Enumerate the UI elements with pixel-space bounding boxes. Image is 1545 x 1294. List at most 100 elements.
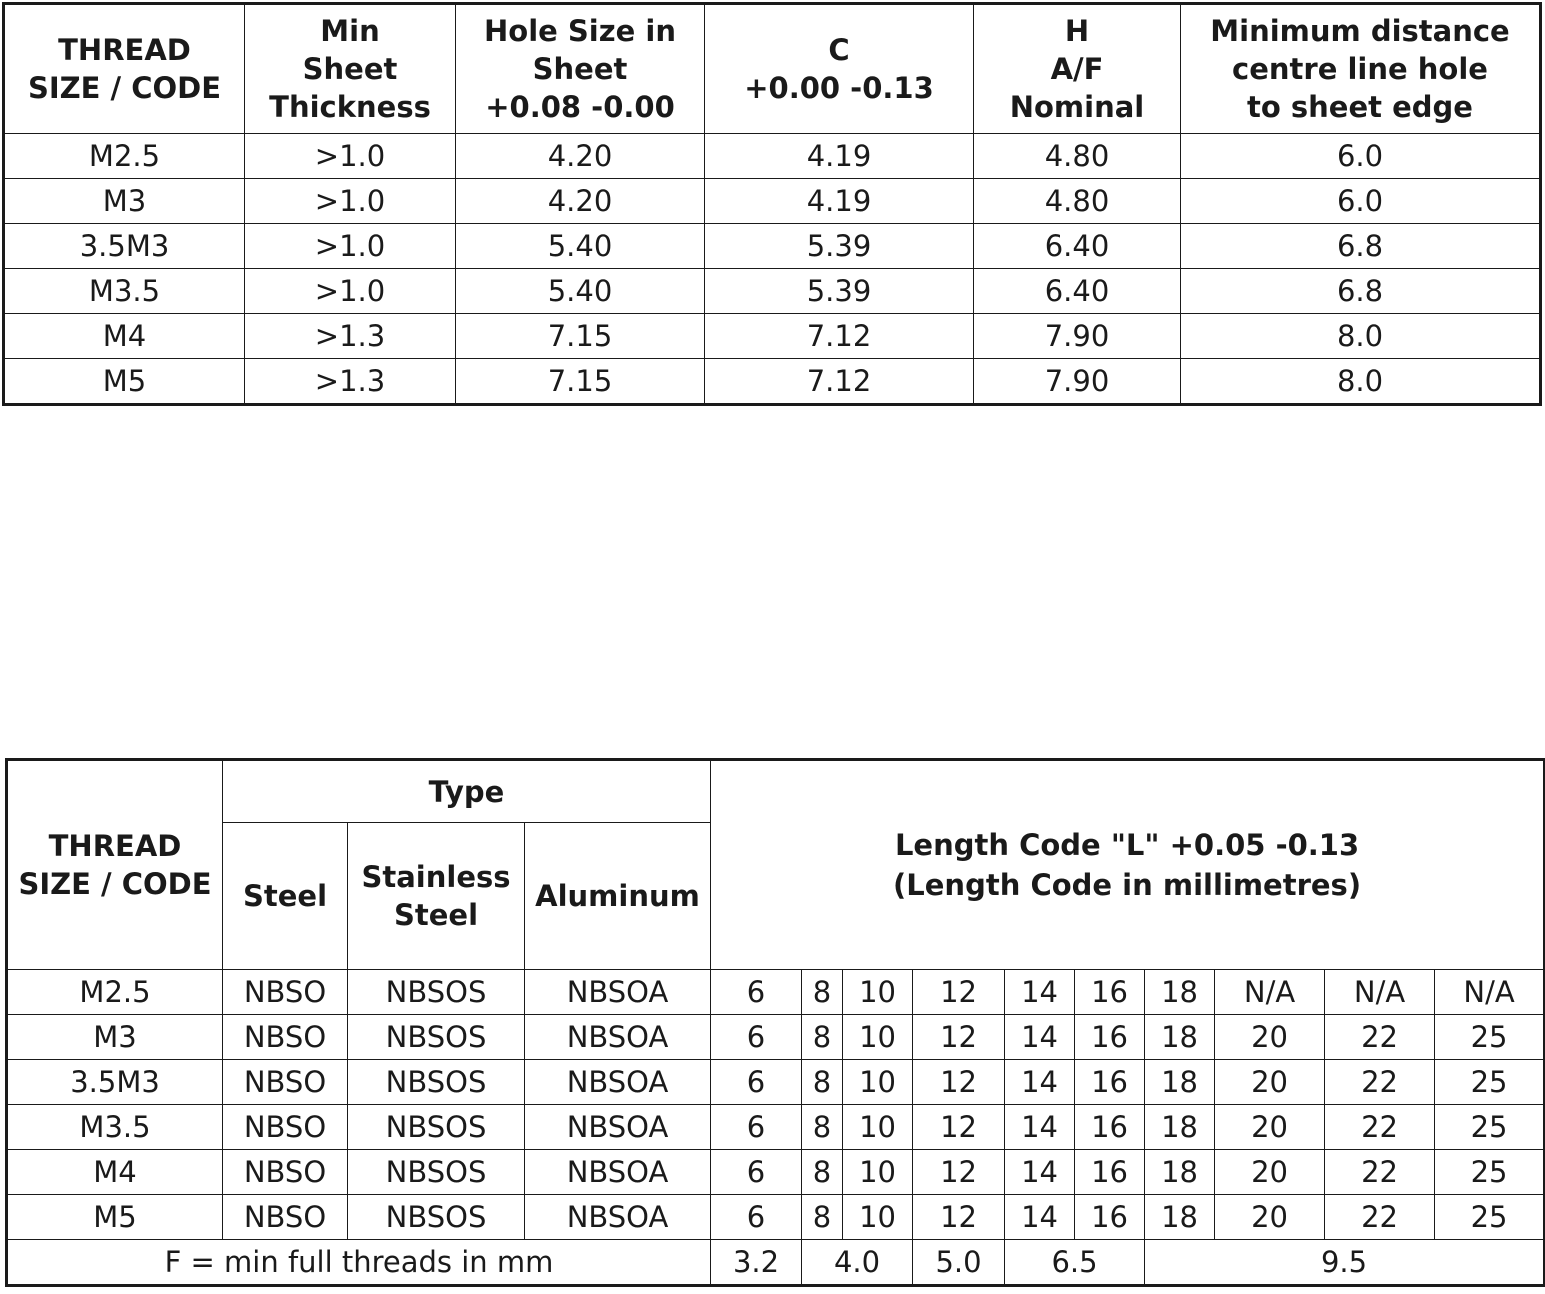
table-cell: 3.2 [710, 1239, 803, 1286]
thread-size-cell: M5 [3, 358, 245, 405]
table-cell: 25 [1434, 1014, 1545, 1060]
table-cell: NBSO [222, 1014, 348, 1060]
table-cell: NBSO [222, 1059, 348, 1105]
table-cell: 14 [1004, 969, 1076, 1015]
table-row: M3 >1.0 4.20 4.19 4.80 6.0 [3, 178, 1541, 224]
header-line: (Length Code in millimetres) [893, 868, 1362, 902]
table-cell: 8 [801, 1059, 844, 1105]
table-cell: 6 [710, 1104, 803, 1150]
table-cell: 16 [1074, 1059, 1146, 1105]
table-cell: 7.15 [455, 313, 705, 359]
table-cell: 8 [801, 1194, 844, 1240]
table-row: M5 >1.3 7.15 7.12 7.90 8.0 [3, 358, 1541, 405]
table-cell: 8 [801, 1149, 844, 1195]
table-cell: NBSOA [523, 1194, 712, 1240]
header-line: Thickness [269, 90, 431, 124]
table-cell: NBSOA [523, 1014, 712, 1060]
header-line: SIZE / CODE [27, 71, 222, 105]
table-cell: 6.0 [1180, 178, 1541, 224]
column-header-min-distance: Minimum distance centre line hole to she… [1180, 3, 1541, 134]
column-header-stainless-steel: Stainless Steel [347, 822, 525, 970]
table-row: M3 NBSO NBSOS NBSOA 6 8 10 12 14 16 18 20 22 25 [6, 1014, 1545, 1060]
table-cell: 12 [912, 1194, 1006, 1240]
table-cell: >1.0 [244, 223, 456, 269]
table-cell: 16 [1074, 1149, 1146, 1195]
table-cell: 20 [1214, 1149, 1326, 1195]
table-cell: 18 [1144, 969, 1216, 1015]
table-cell: N/A [1324, 969, 1436, 1015]
table-cell: 5.39 [704, 223, 974, 269]
table-cell: 6.40 [973, 268, 1181, 314]
header-line: Stainless [361, 860, 511, 894]
table-cell: 4.20 [455, 133, 705, 179]
header-line: Hole Size in [484, 14, 676, 48]
table-cell: 4.0 [801, 1239, 914, 1286]
table-cell: 18 [1144, 1194, 1216, 1240]
table-cell: 4.80 [973, 178, 1181, 224]
table-cell: 20 [1214, 1059, 1326, 1105]
thread-size-cell: 3.5M3 [3, 223, 245, 269]
table-cell: NBSO [222, 1194, 348, 1240]
table-cell: 20 [1214, 1014, 1326, 1060]
table-cell: NBSOA [523, 1059, 712, 1105]
table-cell: NBSOS [347, 1194, 525, 1240]
table-cell: 22 [1324, 1104, 1436, 1150]
header-line: Sheet [532, 52, 628, 86]
table-cell: NBSOS [347, 1104, 525, 1150]
header-line: A/F [1050, 52, 1104, 86]
table-row: M4 >1.3 7.15 7.12 7.90 8.0 [3, 313, 1541, 359]
table-cell: 8.0 [1180, 313, 1541, 359]
table-cell: 25 [1434, 1149, 1545, 1195]
hole-size-table-body: M2.5 >1.0 4.20 4.19 4.80 6.0 M3 >1.0 4.20 4.19 4.8… [3, 133, 1541, 405]
header-line: THREAD [58, 33, 191, 67]
table-cell: 5.39 [704, 268, 974, 314]
table-cell: NBSO [222, 1149, 348, 1195]
thread-size-cell: M4 [3, 313, 245, 359]
table-row: M4 NBSO NBSOS NBSOA 6 8 10 12 14 16 18 20 22 25 [6, 1149, 1545, 1195]
table-cell: NBSOS [347, 1149, 525, 1195]
table-cell: 10 [842, 1104, 914, 1150]
length-code-table-body: M2.5 NBSO NBSOS NBSOA 6 8 10 12 14 16 18 N/A N/A N/A M… [6, 969, 1545, 1240]
table-row: M3.5 >1.0 5.40 5.39 6.40 6.8 [3, 268, 1541, 314]
table-cell: >1.0 [244, 178, 456, 224]
table-cell: 7.12 [704, 313, 974, 359]
table-cell: NBSOA [523, 969, 712, 1015]
column-header-length-code: Length Code "L" +0.05 -0.13 (Length Code… [710, 759, 1545, 970]
table-header-row: THREAD SIZE / CODE Min Sheet Thickness H… [3, 3, 1541, 134]
table-cell: N/A [1214, 969, 1326, 1015]
table-cell: 22 [1324, 1194, 1436, 1240]
table-cell: 10 [842, 969, 914, 1015]
column-header-h-af: H A/F Nominal [973, 3, 1181, 134]
thread-size-cell: M3.5 [3, 268, 245, 314]
thread-size-cell: M4 [6, 1149, 223, 1195]
column-header-c: C +0.00 -0.13 [704, 3, 974, 134]
column-header-steel: Steel [222, 822, 348, 970]
table-cell: 12 [912, 1059, 1006, 1105]
table-cell: 5.0 [912, 1239, 1006, 1286]
column-header-hole-size: Hole Size in Sheet +0.08 -0.00 [455, 3, 705, 134]
thread-size-cell: 3.5M3 [6, 1059, 223, 1105]
header-line: Nominal [1009, 90, 1145, 124]
table-cell: 5.40 [455, 223, 705, 269]
table-cell: 6.8 [1180, 268, 1541, 314]
table-row: 3.5M3 >1.0 5.40 5.39 6.40 6.8 [3, 223, 1541, 269]
thread-size-cell: M3 [3, 178, 245, 224]
header-line: THREAD [48, 829, 182, 863]
table-cell: 6.40 [973, 223, 1181, 269]
table-cell: NBSO [222, 1104, 348, 1150]
hole-size-table: THREAD SIZE / CODE Min Sheet Thickness H… [2, 2, 1542, 406]
table-cell: 6 [710, 1149, 803, 1195]
table-cell: 8 [801, 1104, 844, 1150]
header-line: +0.00 -0.13 [744, 71, 934, 105]
table-cell: NBSOS [347, 1014, 525, 1060]
thread-size-cell: M2.5 [6, 969, 223, 1015]
table-cell: 22 [1324, 1014, 1436, 1060]
table-cell: 6.8 [1180, 223, 1541, 269]
table-cell: NBSOS [347, 1059, 525, 1105]
table-cell: NBSOA [523, 1104, 712, 1150]
table-cell: 14 [1004, 1194, 1076, 1240]
table-cell: 6 [710, 1059, 803, 1105]
table-cell: 7.90 [973, 358, 1181, 405]
table-cell: NBSO [222, 969, 348, 1015]
length-code-table: THREAD SIZE / CODE Type Length Code "L" … [5, 758, 1545, 1287]
